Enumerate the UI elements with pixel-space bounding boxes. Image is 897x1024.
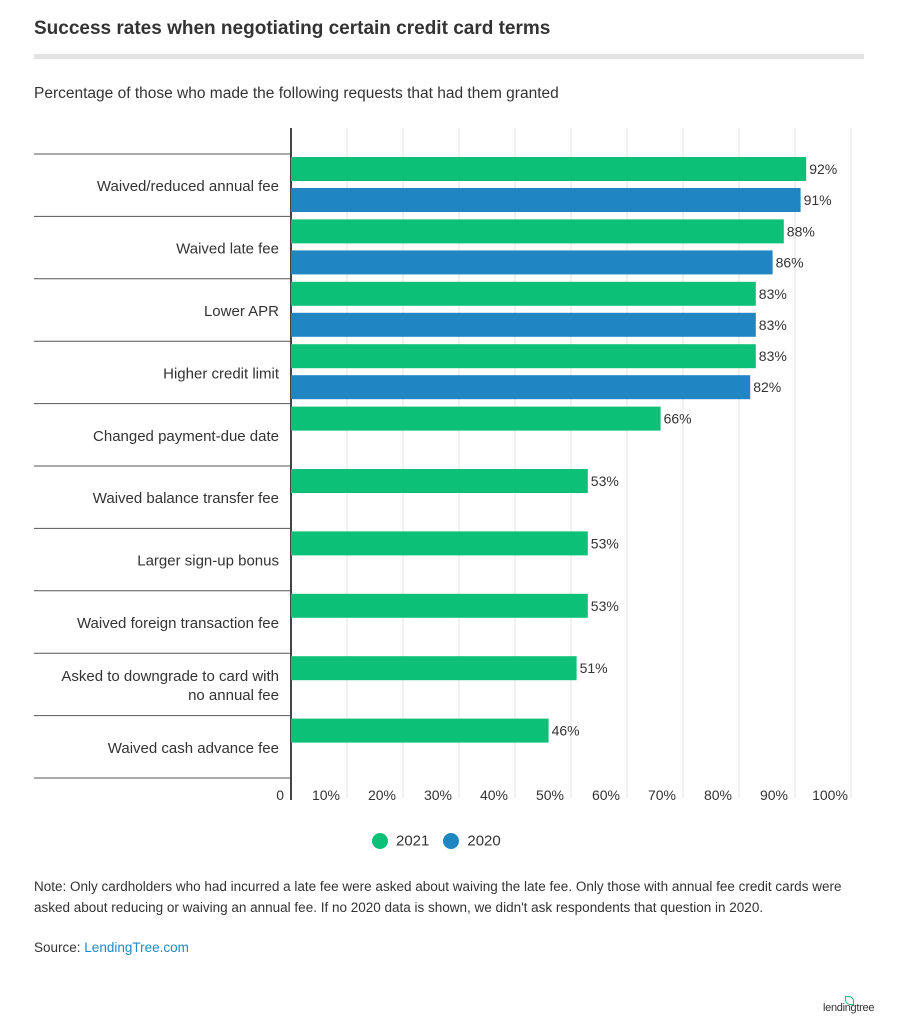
legend-label: 2021 xyxy=(396,832,430,850)
data-label: 66% xyxy=(664,411,692,427)
x-tick-label: 30% xyxy=(424,787,452,803)
legend-swatch-2021 xyxy=(372,833,388,850)
x-tick-label: 70% xyxy=(648,787,676,803)
x-tick-label: 60% xyxy=(592,787,620,803)
x-tick-label: 80% xyxy=(704,787,732,803)
logo-leaf-icon xyxy=(845,996,854,1005)
category-label: Waived balance transfer fee xyxy=(93,490,279,507)
x-tick-label: 10% xyxy=(312,787,340,803)
data-label: 83% xyxy=(759,348,787,364)
data-label: 86% xyxy=(776,254,804,270)
bar-2020 xyxy=(291,250,773,275)
data-label: 51% xyxy=(580,660,608,676)
bar-2020 xyxy=(291,188,801,212)
category-label: Lower APR xyxy=(204,303,279,320)
data-label: 53% xyxy=(591,598,619,614)
bar-chart: Waived/reduced annual fee 92% 91% Waived la… xyxy=(34,128,852,803)
bar-2021 xyxy=(291,718,549,743)
data-label: 46% xyxy=(552,723,580,739)
lendingtree-logo: lendingtree xyxy=(823,1002,875,1014)
bar-2021 xyxy=(291,281,756,306)
bar-2021 xyxy=(291,469,588,493)
bar-2021 xyxy=(291,157,807,181)
category-label: Asked to downgrade to card with xyxy=(61,668,279,685)
bar-2021 xyxy=(291,406,661,431)
category-label: Waived/reduced annual fee xyxy=(97,178,279,195)
bar-2021 xyxy=(291,593,588,618)
bar-2021 xyxy=(291,531,588,556)
category-label: no annual fee xyxy=(188,687,279,704)
title-divider xyxy=(34,54,864,59)
footnote: Note: Only cardholders who had incurred … xyxy=(34,879,842,915)
source: Source: LendingTree.com xyxy=(34,940,189,955)
legend: 2021 2020 xyxy=(372,832,501,850)
category-label: Larger sign-up bonus xyxy=(137,553,279,570)
legend-item-2021: 2021 xyxy=(372,832,429,850)
legend-item-2020: 2020 xyxy=(443,832,501,850)
data-label: 91% xyxy=(804,192,832,208)
x-tick-label: 100% xyxy=(812,787,848,803)
data-label: 83% xyxy=(759,317,787,333)
category-label: Waived foreign transaction fee xyxy=(77,615,279,632)
chart-title: Success rates when negotiating certain c… xyxy=(34,18,551,39)
x-tick-label: 40% xyxy=(480,787,508,803)
data-label: 53% xyxy=(591,473,619,489)
bar-2021 xyxy=(291,344,756,369)
x-tick-label: 20% xyxy=(368,787,396,803)
data-label: 82% xyxy=(753,379,781,395)
data-label: 83% xyxy=(759,286,787,302)
category-label: Changed payment-due date xyxy=(93,428,279,445)
legend-swatch-2020 xyxy=(443,833,460,850)
bar-2021 xyxy=(291,219,784,244)
legend-label: 2020 xyxy=(467,832,501,850)
x-tick-label: 90% xyxy=(760,787,788,803)
category-label: Waived late fee xyxy=(176,241,279,258)
data-label: 92% xyxy=(809,161,837,177)
source-label: Source: xyxy=(34,940,81,955)
bar-2020 xyxy=(291,375,751,400)
bar-2020 xyxy=(291,312,756,337)
x-tick-label: 50% xyxy=(536,787,564,803)
category-label: Waived cash advance fee xyxy=(108,740,279,757)
x-tick-label: 0 xyxy=(276,787,284,803)
source-link[interactable]: LendingTree.com xyxy=(84,940,189,955)
bar-2021 xyxy=(291,656,577,681)
chart-subtitle: Percentage of those who made the followi… xyxy=(34,85,559,102)
category-label: Higher credit limit xyxy=(163,365,280,382)
data-label: 53% xyxy=(591,535,619,551)
data-label: 88% xyxy=(787,223,815,239)
